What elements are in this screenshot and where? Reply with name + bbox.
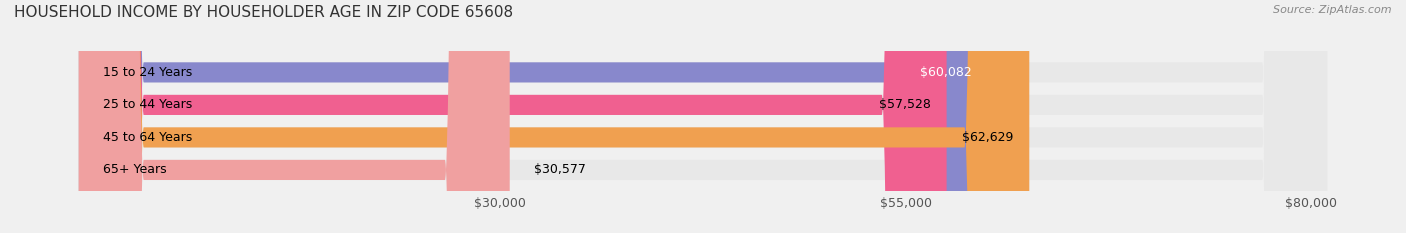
- Text: 45 to 64 Years: 45 to 64 Years: [103, 131, 193, 144]
- FancyBboxPatch shape: [79, 0, 1327, 233]
- Text: $60,082: $60,082: [920, 66, 972, 79]
- Text: Source: ZipAtlas.com: Source: ZipAtlas.com: [1274, 5, 1392, 15]
- FancyBboxPatch shape: [79, 0, 1327, 233]
- Text: 15 to 24 Years: 15 to 24 Years: [103, 66, 193, 79]
- FancyBboxPatch shape: [79, 0, 988, 233]
- FancyBboxPatch shape: [79, 0, 946, 233]
- Text: $30,577: $30,577: [534, 163, 586, 176]
- FancyBboxPatch shape: [79, 0, 1029, 233]
- Text: 65+ Years: 65+ Years: [103, 163, 167, 176]
- Text: HOUSEHOLD INCOME BY HOUSEHOLDER AGE IN ZIP CODE 65608: HOUSEHOLD INCOME BY HOUSEHOLDER AGE IN Z…: [14, 5, 513, 20]
- Text: 25 to 44 Years: 25 to 44 Years: [103, 98, 193, 111]
- FancyBboxPatch shape: [79, 0, 1327, 233]
- Text: $57,528: $57,528: [879, 98, 931, 111]
- FancyBboxPatch shape: [79, 0, 1327, 233]
- Text: $62,629: $62,629: [962, 131, 1014, 144]
- FancyBboxPatch shape: [79, 0, 510, 233]
